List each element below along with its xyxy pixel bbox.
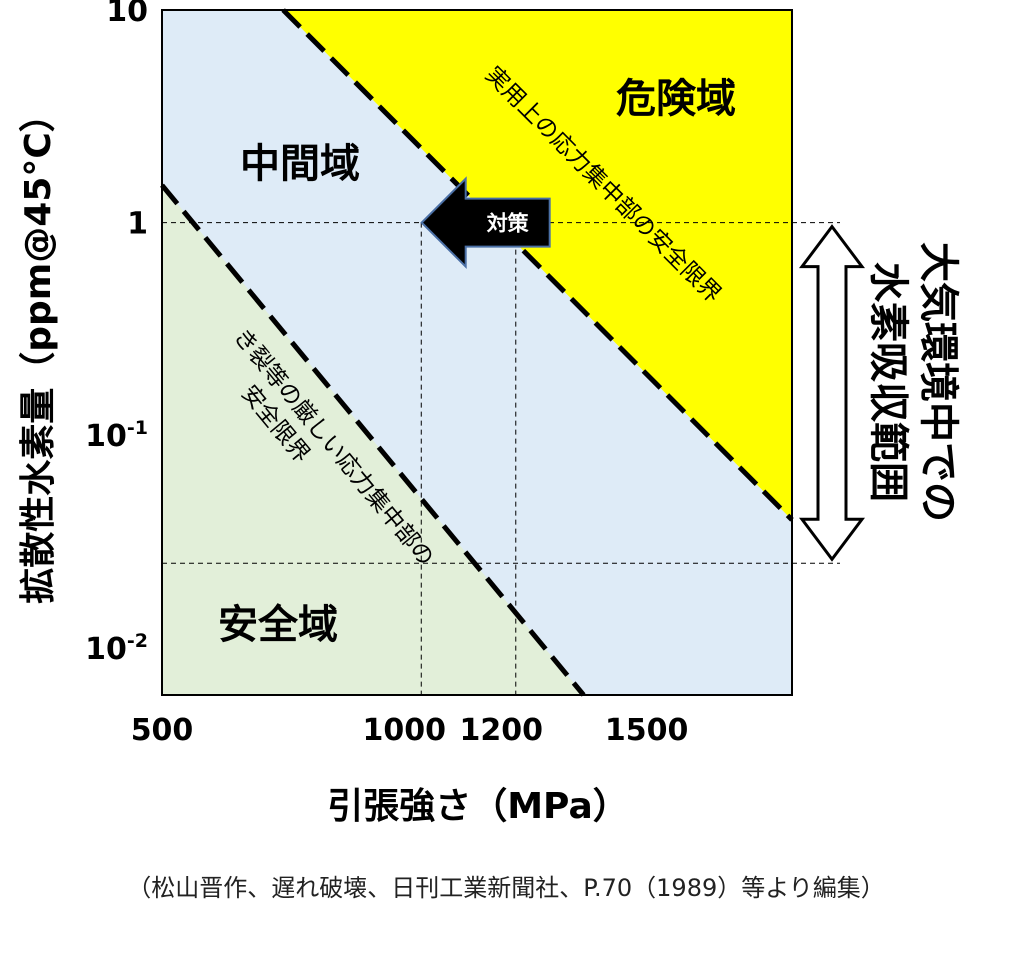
region-label-safe: 安全域 (218, 602, 338, 648)
x-tick-label: 1000 (363, 713, 447, 748)
y-tick-label: 10-1 (85, 417, 148, 454)
boundary-line-practical (281, 8, 794, 522)
hydrogen-range-arrow (798, 224, 866, 562)
plot-frame (161, 9, 793, 696)
countermeasure-arrow (420, 176, 551, 270)
x-tick-label: 1500 (605, 713, 689, 748)
boundary-line-severe (160, 183, 586, 697)
y-tick-label: 10 (106, 0, 148, 29)
countermeasure-label: 対策 (487, 212, 530, 236)
hydrogen-range-label-line: 水素吸収範囲 (865, 262, 911, 502)
x-axis-title: 引張強さ（MPa） (327, 786, 629, 827)
x-tick-label: 1200 (459, 713, 543, 748)
y-axis-title: 拡散性水素量（ppm@45°C） (18, 96, 59, 604)
hydrogen-embrittlement-chart: 危険域中間域安全域実用上の応力集中部の安全限界き裂等の厳しい応力集中部の安全限界… (18, 0, 961, 827)
y-tick-label: 10-2 (85, 630, 148, 667)
region-label-intermediate: 中間域 (240, 141, 360, 187)
source-caption: （松山晋作、遅れ破壊、日刊工業新聞社、P.70（1989）等より編集） (127, 874, 885, 902)
x-tick-label: 500 (131, 713, 194, 748)
region-label-danger: 危険域 (616, 76, 736, 122)
hydrogen-range-label-line: 大気環境中での (915, 242, 961, 522)
y-tick-label: 1 (127, 207, 148, 242)
